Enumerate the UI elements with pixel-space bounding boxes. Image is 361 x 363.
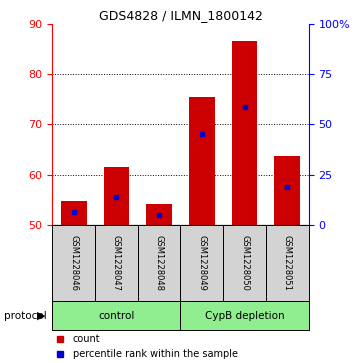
Text: protocol: protocol bbox=[4, 311, 46, 321]
Text: ▶: ▶ bbox=[36, 311, 45, 321]
Bar bbox=[52, 301, 180, 330]
Text: GSM1228046: GSM1228046 bbox=[69, 235, 78, 291]
Bar bbox=[189, 97, 215, 225]
Text: GSM1228049: GSM1228049 bbox=[197, 235, 206, 291]
Bar bbox=[180, 301, 309, 330]
Bar bbox=[232, 41, 257, 225]
Bar bbox=[138, 225, 180, 301]
Bar bbox=[266, 225, 309, 301]
Bar bbox=[180, 225, 223, 301]
Text: GSM1228050: GSM1228050 bbox=[240, 235, 249, 291]
Bar bbox=[223, 225, 266, 301]
Text: count: count bbox=[73, 334, 100, 344]
Text: percentile rank within the sample: percentile rank within the sample bbox=[73, 349, 238, 359]
Text: CypB depletion: CypB depletion bbox=[205, 311, 284, 321]
Text: GSM1228051: GSM1228051 bbox=[283, 235, 292, 291]
Title: GDS4828 / ILMN_1800142: GDS4828 / ILMN_1800142 bbox=[99, 9, 262, 23]
Bar bbox=[95, 225, 138, 301]
Bar bbox=[61, 201, 87, 225]
Bar bbox=[52, 225, 95, 301]
Bar bbox=[104, 167, 129, 225]
Text: GSM1228047: GSM1228047 bbox=[112, 235, 121, 291]
Text: control: control bbox=[98, 311, 135, 321]
Bar bbox=[146, 204, 172, 225]
Text: GSM1228048: GSM1228048 bbox=[155, 235, 164, 291]
Bar bbox=[274, 156, 300, 225]
